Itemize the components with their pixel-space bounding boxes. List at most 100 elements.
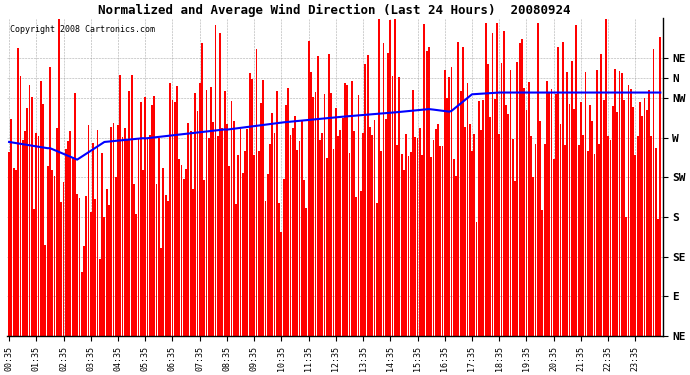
Bar	[160, 249, 162, 336]
Bar	[331, 93, 332, 336]
Bar	[162, 168, 164, 336]
Bar	[319, 140, 321, 336]
Bar	[646, 110, 648, 336]
Bar	[446, 98, 448, 336]
Bar	[183, 179, 185, 336]
Bar	[119, 75, 121, 336]
Bar	[328, 54, 330, 336]
Bar	[600, 54, 602, 336]
Bar	[280, 232, 282, 336]
Bar	[283, 179, 284, 336]
Bar	[95, 200, 96, 336]
Bar	[306, 207, 307, 336]
Bar	[394, 19, 396, 336]
Bar	[153, 96, 155, 336]
Bar	[83, 246, 85, 336]
Bar	[274, 133, 275, 336]
Bar	[546, 81, 548, 336]
Bar	[385, 118, 386, 336]
Bar	[523, 88, 525, 336]
Bar	[104, 217, 106, 336]
Bar	[308, 40, 310, 336]
Bar	[351, 81, 353, 336]
Bar	[101, 153, 103, 336]
Bar	[549, 93, 550, 336]
Bar	[480, 130, 482, 336]
Bar	[382, 44, 384, 336]
Bar	[51, 170, 53, 336]
Bar	[433, 140, 434, 336]
Bar	[149, 135, 150, 336]
Bar	[44, 245, 46, 336]
Bar	[517, 62, 518, 336]
Bar	[47, 166, 48, 336]
Bar	[264, 201, 266, 336]
Bar	[230, 100, 233, 336]
Bar	[17, 48, 19, 336]
Bar	[387, 54, 389, 336]
Bar	[453, 159, 455, 336]
Bar	[344, 84, 346, 336]
Bar	[602, 100, 604, 336]
Bar	[553, 159, 555, 336]
Bar	[335, 108, 337, 336]
Bar	[533, 177, 534, 336]
Bar	[290, 135, 291, 336]
Bar	[469, 124, 471, 336]
Bar	[421, 155, 423, 336]
Bar	[651, 136, 652, 336]
Bar	[24, 131, 26, 336]
Bar	[90, 212, 92, 336]
Bar	[462, 47, 464, 336]
Bar	[537, 23, 539, 336]
Bar	[371, 135, 373, 336]
Bar	[653, 49, 654, 336]
Bar	[65, 149, 67, 336]
Bar	[188, 123, 189, 336]
Bar	[491, 33, 493, 336]
Bar	[440, 146, 441, 336]
Bar	[507, 114, 509, 336]
Bar	[417, 138, 418, 336]
Bar	[442, 146, 444, 336]
Bar	[179, 159, 180, 336]
Bar	[140, 102, 141, 336]
Bar	[366, 56, 368, 336]
Bar	[412, 90, 414, 336]
Bar	[110, 128, 112, 336]
Bar	[521, 39, 523, 336]
Bar	[475, 222, 477, 336]
Bar	[156, 183, 157, 336]
Bar	[97, 130, 99, 336]
Bar	[204, 180, 205, 336]
Bar	[88, 125, 90, 336]
Bar	[564, 145, 566, 336]
Bar	[498, 134, 500, 336]
Bar	[258, 151, 259, 336]
Bar	[512, 139, 514, 336]
Bar	[15, 170, 17, 336]
Bar	[181, 165, 182, 336]
Bar	[444, 70, 446, 336]
Bar	[596, 70, 598, 336]
Bar	[8, 152, 10, 336]
Bar	[239, 129, 241, 336]
Bar	[172, 100, 173, 336]
Bar	[582, 135, 584, 336]
Bar	[539, 120, 541, 336]
Bar	[126, 140, 128, 336]
Bar	[364, 64, 366, 336]
Bar	[108, 205, 110, 336]
Bar	[419, 128, 421, 336]
Bar	[360, 191, 362, 336]
Bar	[315, 92, 316, 336]
Bar	[22, 140, 23, 336]
Bar	[324, 94, 326, 336]
Bar	[38, 136, 39, 336]
Bar	[542, 210, 543, 336]
Bar	[389, 20, 391, 336]
Bar	[437, 124, 439, 336]
Bar	[210, 87, 212, 336]
Bar	[151, 105, 153, 336]
Bar	[625, 217, 627, 336]
